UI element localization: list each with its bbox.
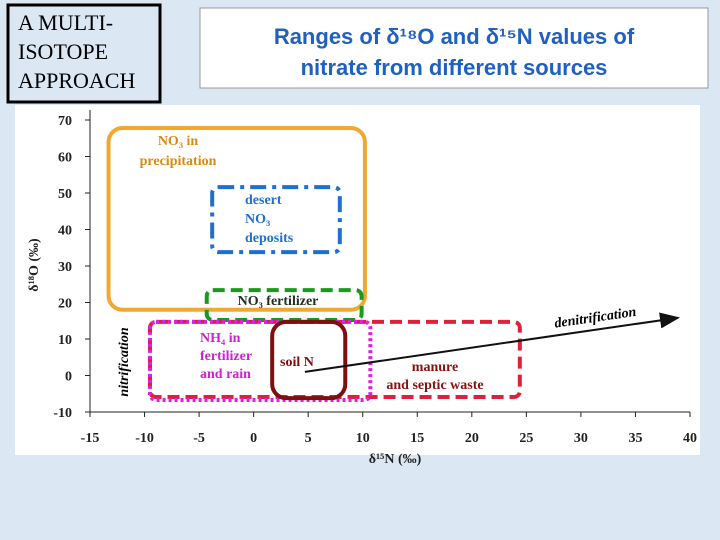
y-tick-label: 0 [65, 370, 72, 385]
x-tick-label: -5 [193, 431, 205, 446]
x-tick-label: 35 [628, 431, 642, 446]
region-label: soil N [280, 355, 314, 370]
region-label: manure [412, 360, 458, 375]
y-axis-label: δ¹⁸O (‰) [27, 238, 42, 292]
region-label: desert [245, 193, 282, 208]
region-label: deposits [245, 231, 294, 246]
y-tick-label: 30 [58, 260, 72, 275]
x-tick-label: -10 [135, 431, 154, 446]
region-label: NO₃ [245, 212, 270, 227]
region-label: NO₃ fertilizer [238, 294, 319, 309]
x-tick-label: 0 [250, 431, 257, 446]
y-tick-label: 60 [58, 151, 72, 166]
x-tick-label: 15 [410, 431, 424, 446]
chart-area [15, 105, 700, 455]
arrow [304, 312, 680, 373]
region [210, 185, 342, 255]
region-label: and rain [200, 367, 251, 382]
region-label: precipitation [140, 154, 217, 169]
badge-line: APPROACH [18, 68, 135, 93]
y-tick-label: 40 [58, 224, 72, 239]
x-tick-label: 5 [305, 431, 312, 446]
y-tick-label: 70 [58, 114, 72, 129]
annotation: nitrification [117, 327, 132, 396]
x-tick-label: 20 [465, 431, 479, 446]
x-tick-label: -15 [81, 431, 100, 446]
title-line: nitrate from different sources [301, 55, 608, 80]
region [270, 319, 348, 401]
x-tick-label: 30 [574, 431, 588, 446]
region [148, 319, 373, 402]
y-tick-label: 10 [58, 333, 72, 348]
region-label: NH₄ in [200, 331, 241, 346]
y-tick-label: -10 [53, 406, 72, 421]
badge-line: A MULTI- [18, 10, 113, 35]
x-axis-label: δ¹⁵N (‰) [369, 452, 422, 467]
region-label: NO₃ in [158, 134, 199, 149]
badge-line: ISOTOPE [18, 39, 108, 64]
y-tick-label: 20 [58, 297, 72, 312]
badge-box [6, 3, 162, 104]
y-tick-label: 50 [58, 187, 72, 202]
x-tick-label: 40 [683, 431, 697, 446]
region-label: and septic waste [386, 378, 483, 393]
x-tick-label: 25 [519, 431, 533, 446]
region [106, 126, 367, 312]
x-tick-label: 10 [356, 431, 370, 446]
region-label: fertilizer [200, 349, 252, 364]
title-box [199, 7, 709, 89]
title-line: Ranges of δ¹⁸O and δ¹⁵N values of [274, 24, 635, 49]
